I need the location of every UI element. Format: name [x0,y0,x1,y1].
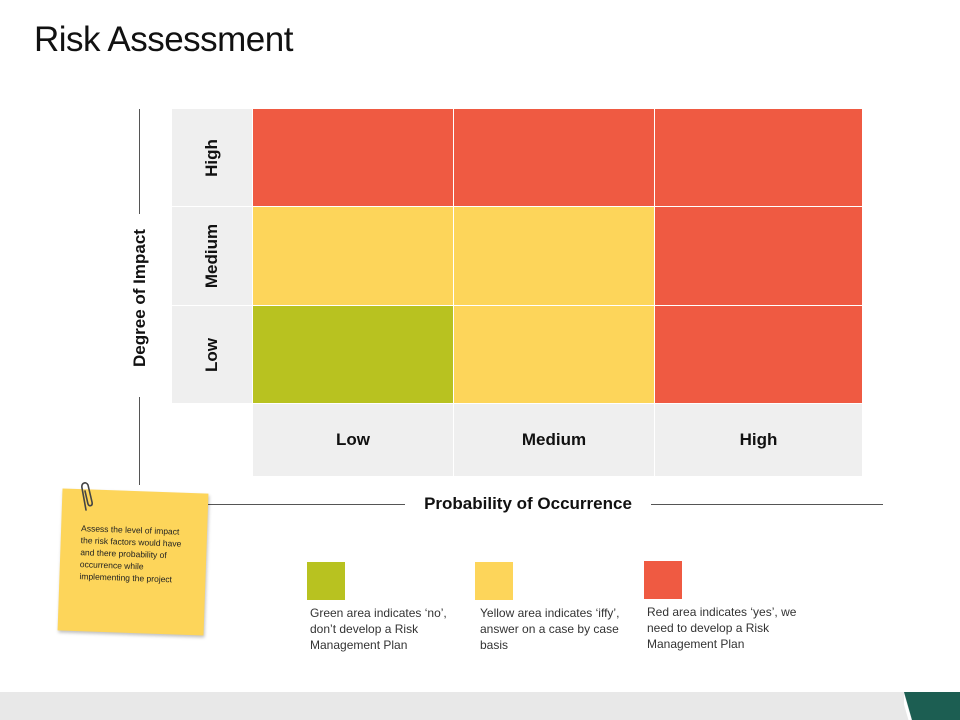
matrix-corner [172,404,252,476]
x-axis-line-right [651,504,883,505]
matrix-cell-high-low [253,109,453,206]
legend-swatch-red [644,561,682,599]
legend-text-red: Red area indicates ‘yes’, we need to dev… [647,605,797,651]
footer-accent [904,692,960,720]
y-axis-title-label: Degree of Impact [130,229,149,367]
legend-swatch-yellow [475,562,513,600]
matrix-cell-low-low [253,306,453,403]
matrix-cell-high-medium [454,109,654,206]
legend-text-green: Green area indicates ‘no’, don’t develop… [310,606,447,652]
probability-label-high: High [655,404,862,476]
y-axis-line-bottom [139,397,140,485]
paperclip-icon [81,482,93,511]
x-axis-title: Probability of Occurrence [424,494,632,513]
matrix-cell-medium-medium [454,207,654,305]
sticky-note-text: Assess the level of impact the risk fact… [79,523,182,585]
probability-label-medium: Medium [454,404,654,476]
impact-label-low: Low [172,306,252,403]
matrix-cell-high-high [655,109,862,206]
y-axis-line-top [139,109,140,214]
page-title: Risk Assessment [34,20,293,59]
risk-matrix: High Medium Low Low Medium High [172,109,862,476]
impact-label-medium: Medium [172,207,252,305]
matrix-cell-low-high [655,306,862,403]
legend-text-yellow: Yellow area indicates ‘iffy’, answer on … [480,606,620,652]
matrix-cell-medium-low [253,207,453,305]
x-axis-line-left [205,504,405,505]
matrix-cell-low-medium [454,306,654,403]
footer-bar [0,692,960,720]
probability-label-low: Low [253,404,453,476]
impact-label-high: High [172,109,252,206]
matrix-cell-medium-high [655,207,862,305]
legend-swatch-green [307,562,345,600]
